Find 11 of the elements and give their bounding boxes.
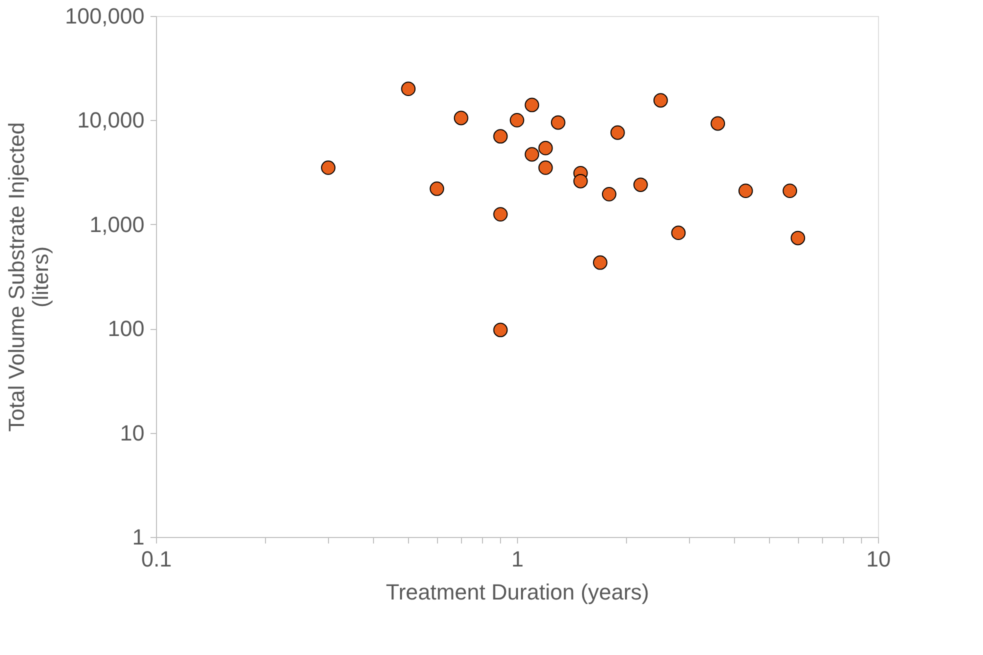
x-tick-label: 0.1 — [141, 546, 172, 572]
x-tick-label: 1 — [511, 546, 524, 572]
y-tick-label: 1,000 — [89, 212, 144, 237]
x-axis-title: Treatment Duration (years) — [386, 580, 650, 604]
x-tick-label: 10 — [866, 546, 891, 572]
y-tick-label: 1 — [132, 524, 144, 550]
y-axis-title: Total Volume Substrate Injected (liters) — [4, 122, 53, 432]
y-tick-label: 10 — [120, 420, 144, 446]
y-tick-label: 100,000 — [64, 4, 144, 28]
y-tick-label: 10,000 — [77, 108, 144, 133]
y-tick-label: 100 — [108, 316, 144, 342]
